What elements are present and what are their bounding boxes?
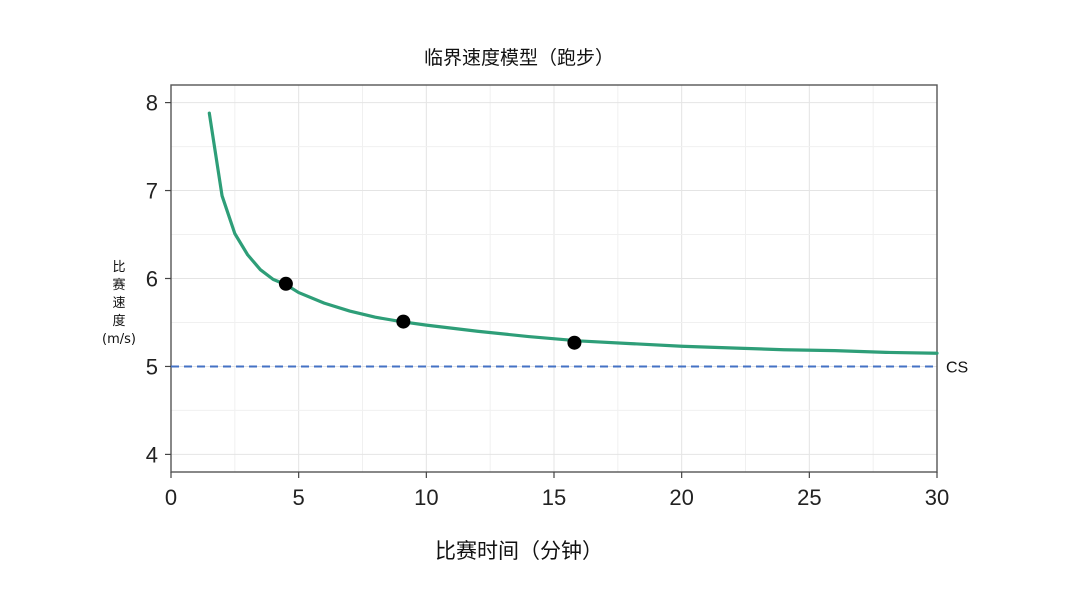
x-axis-label: 比赛时间（分钟）: [435, 539, 603, 563]
y-axis-label-line: 度: [112, 313, 125, 329]
y-tick-label: 8: [146, 91, 158, 116]
x-tick-label: 25: [797, 485, 821, 510]
x-tick-label: 20: [669, 485, 693, 510]
x-tick-label: 30: [925, 485, 949, 510]
y-axis-label-line: 赛: [112, 277, 125, 293]
y-axis-label-line: 比: [112, 260, 125, 275]
cs-reference-label: CS: [946, 359, 968, 376]
y-axis-label-line: (m/s): [102, 332, 136, 347]
y-tick-label: 6: [146, 267, 158, 292]
data-point: [567, 335, 582, 350]
x-tick-label: 0: [165, 485, 177, 510]
series-layer: [207, 111, 939, 355]
x-tick-label: 5: [293, 485, 305, 510]
data-point: [278, 276, 293, 291]
x-tick-label: 10: [414, 485, 438, 510]
y-tick-label: 5: [146, 354, 158, 379]
chart-title: 临界速度模型（跑步）: [424, 47, 614, 69]
x-tick-label: 15: [542, 485, 566, 510]
y-axis-label-line: 速: [112, 296, 125, 311]
y-tick-label: 4: [146, 442, 158, 467]
axes: 0 5 10 15 20 25 30 4 5 6 7 8: [146, 91, 949, 510]
y-tick-label: 7: [146, 179, 158, 204]
reference-layer: CS: [171, 359, 968, 376]
data-point: [396, 314, 411, 329]
